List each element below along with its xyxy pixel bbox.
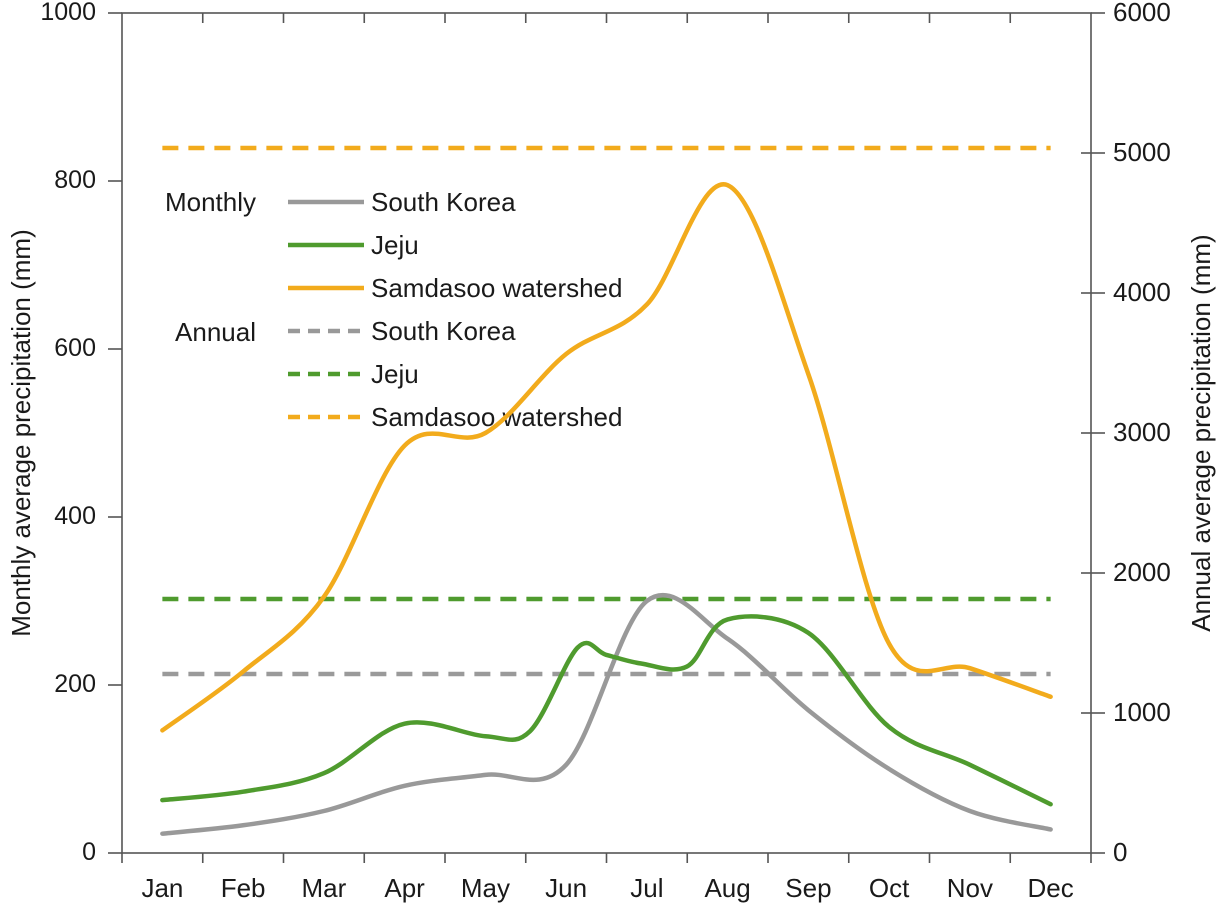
svg-text:Aug: Aug (704, 873, 750, 903)
svg-text:1000: 1000 (40, 0, 96, 26)
svg-text:Mar: Mar (302, 873, 347, 903)
svg-text:800: 800 (54, 166, 96, 194)
svg-text:Jun: Jun (545, 873, 587, 903)
svg-text:0: 0 (82, 838, 96, 866)
svg-text:Jul: Jul (630, 873, 663, 903)
svg-text:Nov: Nov (947, 873, 993, 903)
svg-text:Jeju: Jeju (371, 230, 419, 260)
svg-text:400: 400 (54, 502, 96, 530)
svg-text:Oct: Oct (869, 873, 910, 903)
svg-text:6000: 6000 (1113, 0, 1171, 27)
svg-text:Apr: Apr (384, 873, 425, 903)
svg-text:2000: 2000 (1113, 557, 1171, 587)
svg-text:Annual: Annual (175, 317, 256, 347)
svg-text:Feb: Feb (221, 873, 266, 903)
svg-text:200: 200 (54, 670, 96, 698)
svg-text:Sep: Sep (785, 873, 831, 903)
svg-text:600: 600 (54, 334, 96, 362)
svg-text:1000: 1000 (1113, 697, 1171, 727)
svg-text:Samdasoo watershed: Samdasoo watershed (371, 273, 622, 303)
svg-text:5000: 5000 (1113, 137, 1171, 167)
svg-text:Monthly average precipitation: Monthly average precipitation (mm) (6, 229, 36, 637)
svg-text:4000: 4000 (1113, 277, 1171, 307)
svg-text:South Korea: South Korea (371, 187, 516, 217)
svg-text:3000: 3000 (1113, 417, 1171, 447)
svg-text:Monthly: Monthly (165, 187, 256, 217)
svg-text:Annual average precipitation (: Annual average precipitation (mm) (1186, 234, 1216, 631)
svg-text:May: May (461, 873, 510, 903)
svg-text:0: 0 (1113, 837, 1127, 867)
svg-text:Jeju: Jeju (371, 359, 419, 389)
svg-text:Jan: Jan (141, 873, 183, 903)
svg-text:South Korea: South Korea (371, 316, 516, 346)
svg-text:Dec: Dec (1027, 873, 1073, 903)
